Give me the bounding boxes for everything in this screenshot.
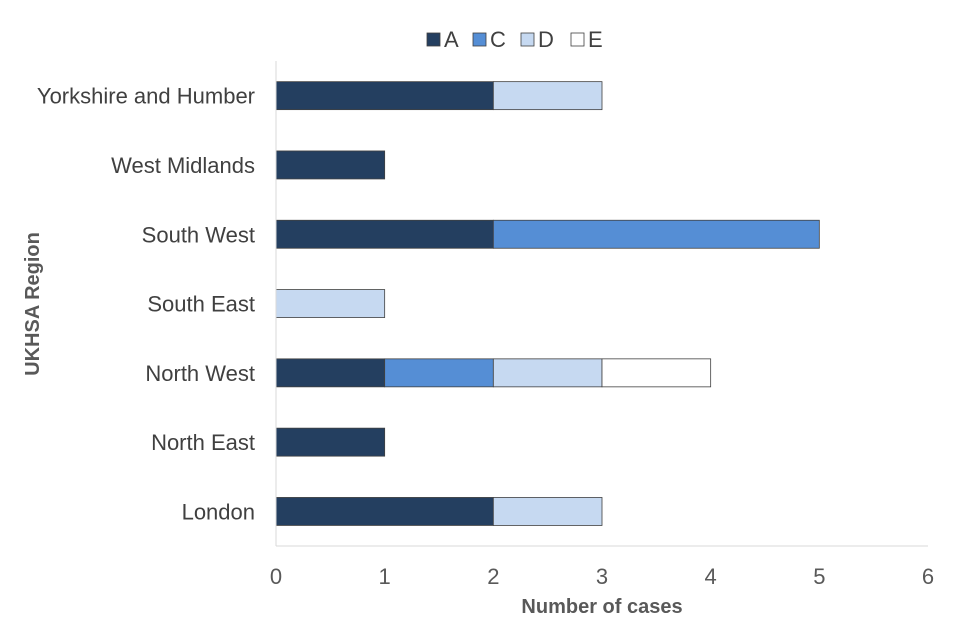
x-tick-label-4: 4 (705, 564, 717, 589)
bar-london-a (275, 497, 494, 526)
bar-north-west-a (275, 358, 386, 388)
category-label-north-east: North East (151, 430, 255, 455)
x-tick-label-1: 1 (379, 564, 391, 589)
x-tick-label-5: 5 (813, 564, 825, 589)
legend-swatch-d (520, 32, 535, 47)
bar-south-west-a (275, 219, 494, 249)
category-labels: Yorkshire and Humber West Midlands South W… (37, 84, 255, 525)
bar-north-west-e (601, 358, 712, 388)
category-label-london: London (182, 499, 255, 524)
axes-group (275, 61, 928, 547)
legend-label-d: D (538, 27, 554, 52)
bars-group (275, 81, 820, 526)
legend-label-c: C (490, 27, 506, 52)
x-axis-title: Number of cases (521, 596, 682, 618)
bar-north-west-c (384, 358, 494, 388)
legend-label-a: A (444, 27, 459, 52)
category-label-north-west: North West (145, 361, 255, 386)
category-label-yorkshire-and-humber: Yorkshire and Humber (37, 84, 255, 109)
legend-label-e: E (588, 27, 603, 52)
bar-yorkshire-and-humber-a (275, 81, 494, 111)
bar-yorkshire-and-humber-d (492, 81, 603, 111)
x-tick-labels: 0 1 2 3 4 5 6 (270, 564, 934, 589)
bar-london-d (492, 497, 603, 526)
category-label-west-midlands: West Midlands (111, 153, 255, 178)
x-tick-label-2: 2 (487, 564, 499, 589)
bar-south-west-c (492, 219, 820, 249)
legend-swatch-c (472, 32, 487, 47)
y-axis-title: UKHSA Region (22, 232, 44, 376)
bar-south-east-d (275, 289, 386, 318)
x-tick-label-3: 3 (596, 564, 608, 589)
legend-swatch-a (426, 32, 441, 47)
bar-north-east-a (275, 427, 386, 457)
x-tick-label-6: 6 (922, 564, 934, 589)
category-label-south-west: South West (142, 222, 255, 247)
x-tick-label-0: 0 (270, 564, 282, 589)
bar-north-west-d (492, 358, 603, 388)
bar-west-midlands-a (275, 150, 386, 180)
category-label-south-east: South East (147, 292, 255, 317)
legend-swatch-e (570, 32, 585, 47)
